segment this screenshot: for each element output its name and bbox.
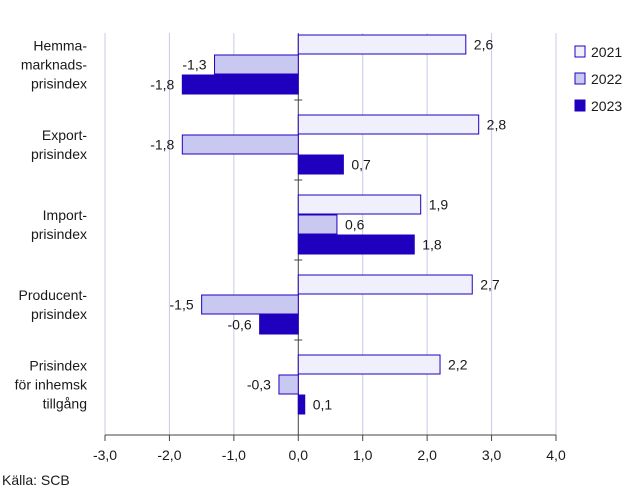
bar — [297, 34, 467, 55]
category-label: Export- — [42, 127, 87, 143]
data-label: 0,6 — [345, 217, 365, 233]
bar — [297, 354, 441, 375]
source-note: Källa: SCB — [2, 472, 70, 488]
category-label: prisindex — [31, 226, 87, 242]
bar — [201, 294, 299, 315]
bar — [278, 374, 299, 395]
legend-swatch — [574, 99, 586, 112]
x-tick-label: 0,0 — [289, 447, 309, 463]
data-label: 2,6 — [474, 37, 494, 53]
category-label: Producent- — [19, 287, 88, 303]
x-tick-label: 3,0 — [482, 447, 502, 463]
data-label: 2,2 — [448, 357, 468, 373]
category-label: för inhemsk — [15, 377, 88, 393]
bar — [297, 154, 344, 175]
data-label: 0,1 — [313, 397, 333, 413]
bar — [297, 114, 480, 135]
x-tick-label: 4,0 — [546, 447, 566, 463]
category-label: prisindex — [31, 146, 87, 162]
bar — [181, 134, 299, 155]
bar — [297, 274, 473, 295]
legend-swatch — [574, 72, 586, 85]
data-label: 2,7 — [480, 277, 500, 293]
x-tick-label: -1,0 — [222, 447, 246, 463]
legend-label: 2022 — [591, 71, 622, 87]
data-label: 1,9 — [429, 197, 449, 213]
data-label: -1,8 — [150, 137, 174, 153]
x-tick-label: 2,0 — [417, 447, 437, 463]
bar — [297, 234, 415, 255]
bar — [297, 214, 338, 235]
x-tick-label: -3,0 — [93, 447, 117, 463]
category-label: Prisindex — [29, 358, 87, 374]
category-label: Hemma- — [33, 38, 87, 54]
category-label: prisindex — [31, 76, 87, 92]
data-label: 2,8 — [487, 117, 507, 133]
category-label: Import- — [43, 207, 88, 223]
x-tick-label: 1,0 — [353, 447, 373, 463]
bar — [297, 394, 306, 415]
x-tick-label: -2,0 — [157, 447, 181, 463]
legend-swatch — [574, 45, 586, 58]
bar — [181, 74, 299, 95]
category-label: prisindex — [31, 306, 87, 322]
data-label: 1,8 — [422, 237, 442, 253]
bar — [297, 194, 422, 215]
bar — [259, 314, 299, 335]
data-label: 0,7 — [351, 157, 371, 173]
bar — [214, 54, 299, 75]
category-label: marknads- — [21, 57, 87, 73]
data-label: -1,3 — [182, 57, 206, 73]
data-label: -0,3 — [247, 377, 271, 393]
legend-label: 2021 — [591, 44, 622, 60]
data-label: -0,6 — [228, 317, 252, 333]
category-label: tillgång — [43, 396, 87, 412]
data-label: -1,8 — [150, 77, 174, 93]
data-label: -1,5 — [170, 297, 194, 313]
legend-label: 2023 — [591, 98, 622, 114]
